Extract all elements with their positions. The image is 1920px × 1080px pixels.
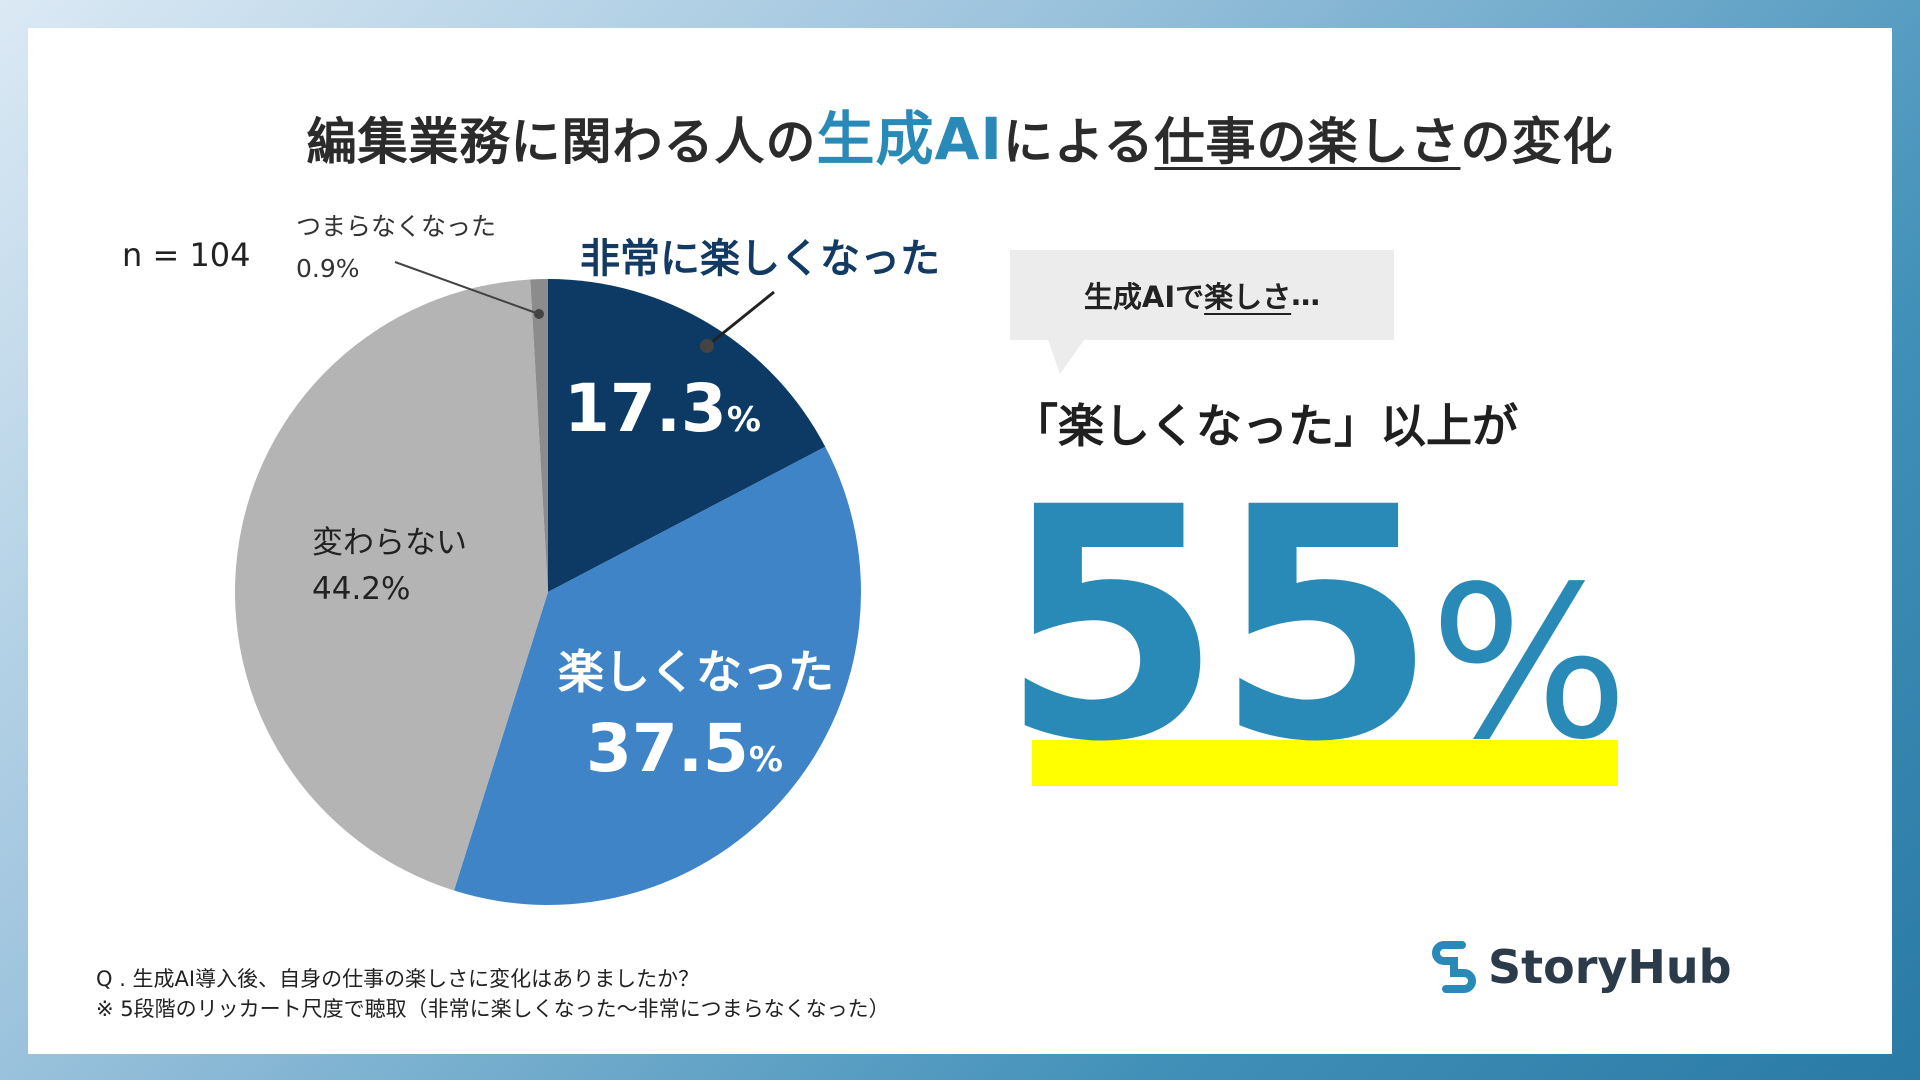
- speech-bubble-tail: [1048, 340, 1084, 374]
- result-number: 55: [1000, 440, 1437, 812]
- pie-slice-same: [235, 279, 548, 891]
- result-unit: %: [1429, 541, 1629, 786]
- title-part1: 編集業務に関わる人の: [306, 113, 817, 171]
- slice-very-fun-value-label: 17.3%: [564, 370, 761, 447]
- title-part2: による: [1002, 113, 1155, 171]
- bubble-prefix: 生成AIで: [1083, 280, 1205, 314]
- result-big-number: 55%: [1000, 440, 1629, 812]
- slice-very-fun-name: 非常に楽しくなった: [580, 236, 940, 282]
- slice-fun-value: 37.5: [586, 710, 749, 787]
- slice-same-name: 変わらない: [312, 525, 467, 561]
- footnote-question: Q . 生成AI導入後、自身の仕事の楽しさに変化はありましたか？: [96, 967, 700, 991]
- storyhub-logo-icon: [1432, 941, 1476, 993]
- slice-same-value: 44.2%: [312, 571, 411, 607]
- slice-bored-name: つまらなくなった: [296, 212, 497, 241]
- slide-title: 編集業務に関わる人の生成AIによる仕事の楽しさの変化: [0, 92, 1920, 176]
- leader-line-bored: [394, 261, 540, 315]
- leader-dot-very: [700, 339, 714, 353]
- footnote-note: ※ 5段階のリッカート尺度で聴取（非常に楽しくなった〜非常につまらなくなった）: [96, 997, 890, 1021]
- slice-fun-value-label: 37.5%: [586, 710, 783, 787]
- leader-dot-bored: [534, 309, 544, 319]
- pie-slice-fun: [453, 446, 861, 905]
- result-caption: 「楽しくなった」以上が: [1012, 399, 1518, 453]
- slice-very-fun-unit: %: [726, 400, 761, 440]
- title-part3: の変化: [1460, 113, 1614, 171]
- bubble-underlined: 楽しさ: [1204, 280, 1292, 314]
- slice-same-label: 変わらない 44.2%: [312, 520, 467, 612]
- title-accent: 生成AI: [816, 105, 1003, 173]
- sample-size-label: n = 104: [122, 236, 251, 274]
- footnote: Q . 生成AI導入後、自身の仕事の楽しさに変化はありましたか？ ※ 5段階のリ…: [96, 964, 890, 1024]
- pie-slice-bored: [530, 279, 548, 592]
- slice-bored-value: 0.9%: [296, 254, 360, 283]
- logo-text: StoryHub: [1488, 940, 1732, 994]
- bubble-suffix: …: [1291, 278, 1321, 312]
- pie-slice-very-fun: [548, 279, 826, 592]
- title-underlined: 仕事の楽しさ: [1154, 113, 1461, 171]
- slice-very-fun-value: 17.3: [564, 370, 727, 447]
- speech-bubble: 生成AIで 楽しさ…: [1010, 250, 1394, 340]
- result-highlight: [1032, 740, 1618, 786]
- leader-line-very: [706, 290, 775, 348]
- slice-fun-unit: %: [748, 740, 783, 780]
- storyhub-logo: StoryHub: [1432, 940, 1732, 994]
- slice-label-bored: つまらなくなった 0.9%: [296, 206, 496, 290]
- slice-fun-name: 楽しくなった: [558, 645, 834, 699]
